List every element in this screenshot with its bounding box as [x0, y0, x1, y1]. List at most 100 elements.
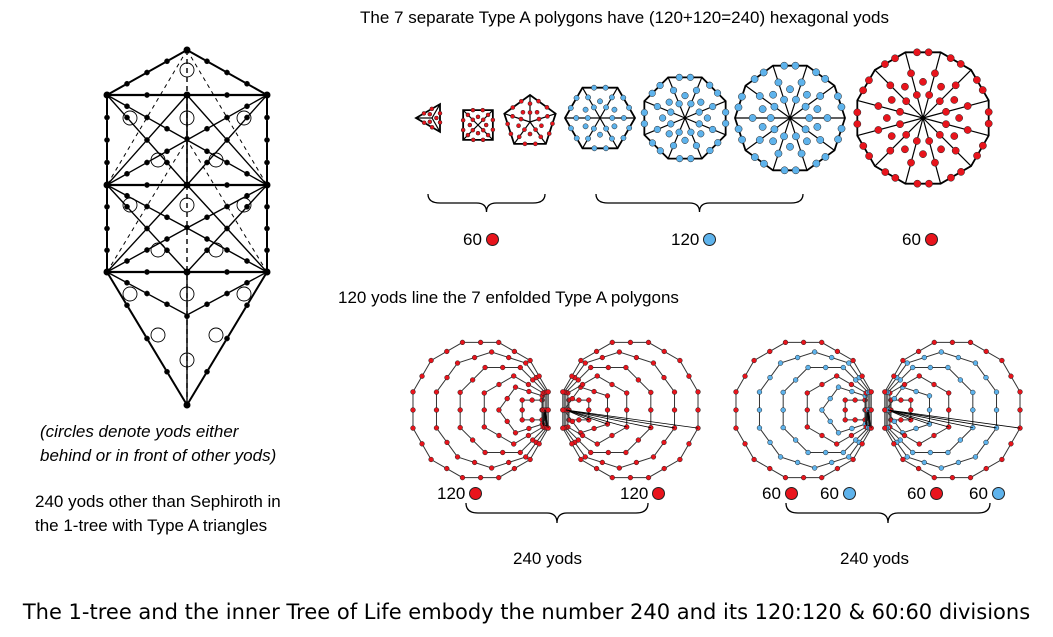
yod-dot	[874, 102, 883, 110]
yod-dot	[935, 130, 944, 139]
black-yod-dot	[124, 80, 130, 87]
spoke-line	[789, 117, 808, 171]
yod-dot	[706, 81, 714, 89]
red-yod-icon	[469, 487, 483, 501]
yod-dot	[770, 125, 779, 134]
yod-dot	[686, 441, 692, 447]
yod-dot	[410, 407, 416, 413]
yod-dot	[946, 54, 955, 62]
yod-dot	[846, 454, 852, 460]
yod-dot	[692, 86, 700, 94]
yod-dot	[887, 132, 896, 140]
yod-dot	[886, 81, 895, 90]
black-yod-dot	[224, 269, 230, 275]
yod-dot	[791, 61, 800, 70]
black-yod-dot	[224, 92, 230, 98]
yod-dot	[896, 107, 904, 116]
yod-dot	[490, 117, 496, 123]
yod-dot	[671, 407, 678, 413]
yod-dot	[444, 439, 450, 446]
sephirah-node	[103, 268, 111, 276]
yods-note-line2: the 1-tree with Type A triangles	[35, 516, 268, 535]
yod-dot	[999, 456, 1005, 463]
yod-dot	[915, 348, 922, 355]
type-a-polygon-8	[640, 73, 730, 163]
spoke-line	[904, 117, 924, 184]
yod-dot	[546, 131, 552, 136]
yod-dot	[526, 388, 532, 395]
yod-dot	[901, 381, 908, 388]
yod-dot	[886, 146, 895, 155]
yod-dot	[656, 81, 664, 89]
yod-dot	[545, 389, 551, 395]
black-yod-dot	[264, 114, 270, 121]
yod-dot	[967, 339, 974, 346]
spoke-line	[922, 99, 989, 119]
yod-dot	[846, 360, 852, 366]
yod-dot	[697, 98, 705, 106]
yod-dot	[957, 377, 964, 383]
yod-dot	[419, 441, 425, 447]
yod-dot	[734, 125, 743, 133]
yod-dot	[901, 145, 909, 154]
yod-dot	[454, 360, 461, 366]
yod-dot	[797, 149, 806, 158]
yod-dot	[529, 417, 535, 423]
circles-note-line1: (circles denote yods either	[40, 422, 239, 441]
yod-dot	[500, 449, 506, 456]
spoke-line	[857, 117, 924, 137]
yod-dot	[437, 111, 443, 116]
group-braces	[427, 193, 991, 524]
yod-dot	[599, 354, 605, 361]
yod-dot	[525, 432, 532, 439]
yod-dot	[835, 384, 842, 390]
yod-dot	[504, 395, 510, 402]
yod-dot	[597, 131, 603, 138]
yod-dot	[591, 84, 597, 91]
yod-dot	[681, 136, 689, 144]
red-yod-icon	[784, 487, 798, 501]
spoke-line	[922, 69, 972, 119]
yod-dot	[505, 121, 510, 127]
blue-yod-icon	[703, 233, 717, 247]
hidden-yod-circle	[236, 286, 252, 302]
yod-dot	[805, 449, 811, 456]
spoke-line	[565, 409, 627, 428]
yod-dot	[767, 374, 773, 381]
black-yod-dot	[204, 236, 210, 242]
yod-dot	[653, 125, 661, 133]
yod-dot	[900, 357, 906, 364]
enfolded-polygon-set	[560, 339, 701, 481]
yod-dot	[821, 153, 830, 161]
count-label-3: 60	[762, 484, 798, 504]
black-yod-dot	[204, 58, 210, 65]
yod-dot	[901, 432, 908, 439]
black-yod-dot	[164, 301, 170, 308]
black-yod-dot	[104, 137, 110, 143]
top-title: The 7 separate Type A polygons have (120…	[360, 8, 889, 27]
yod-dot	[687, 100, 695, 108]
yod-dot	[469, 377, 476, 383]
yod-dot	[883, 114, 891, 122]
black-yod-dot	[124, 302, 130, 309]
yod-dot	[428, 456, 434, 463]
yod-dot	[605, 449, 611, 456]
yod-dot	[910, 364, 916, 371]
yod-dot	[963, 102, 972, 110]
spoke-line	[565, 409, 699, 429]
yod-dot	[816, 92, 825, 100]
sephirah-node	[103, 181, 111, 189]
yod-dot	[591, 145, 598, 152]
yod-dot	[620, 115, 627, 121]
yod-dot	[603, 104, 609, 111]
yod-dot	[593, 348, 600, 355]
spoke-line	[789, 65, 808, 119]
yod-dot	[1017, 389, 1023, 395]
yod-dot	[842, 397, 848, 403]
enfolded-outline	[885, 351, 998, 469]
yod-dot	[591, 425, 597, 432]
yod-dot	[829, 354, 835, 361]
yod-dot	[935, 97, 944, 106]
yod-dot	[812, 68, 820, 77]
black-yod-dot	[224, 137, 230, 143]
